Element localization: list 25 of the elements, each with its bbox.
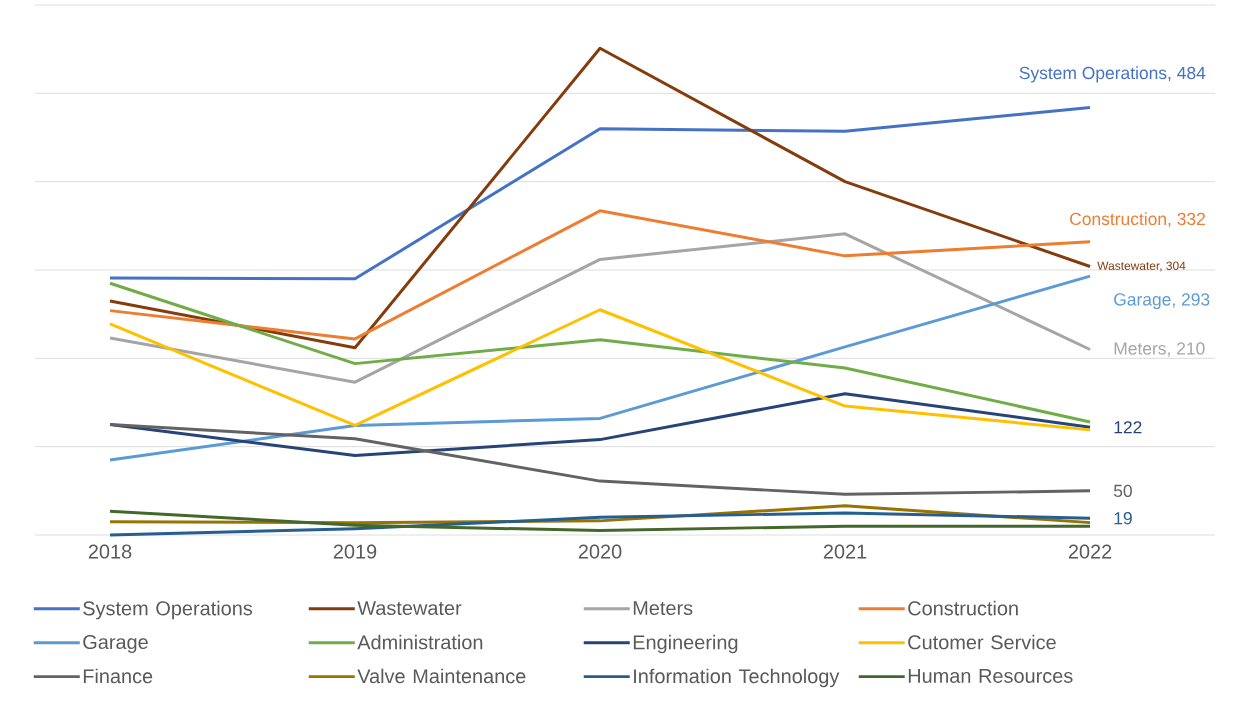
data-label: Construction, 332 xyxy=(1070,212,1205,228)
data-label: Wastewater, 304 xyxy=(1097,261,1186,272)
data-label: 122 xyxy=(1114,421,1142,434)
legend-label: Wastewater xyxy=(357,601,462,616)
data-label: System Operations, 484 xyxy=(1019,66,1206,83)
x-tick-label: 2020 xyxy=(578,544,622,559)
legend-label: Administration xyxy=(357,634,483,650)
data-label: Garage, 293 xyxy=(1114,293,1210,310)
data-label: 50 xyxy=(1113,484,1132,498)
x-tick-label: 2021 xyxy=(823,544,867,559)
legend-label: Cutomer Service xyxy=(908,634,1056,650)
legend-label: Engineering xyxy=(633,634,738,654)
x-tick-label: 2022 xyxy=(1068,544,1112,559)
x-tick-label: 2019 xyxy=(333,544,377,559)
legend-label: Information Technology xyxy=(634,668,840,688)
data-label: Meters, 210 xyxy=(1114,342,1205,357)
x-tick-label: 2018 xyxy=(88,544,132,559)
legend-label: Garage xyxy=(83,634,148,654)
legend-label: System Operations xyxy=(83,600,253,620)
data-label: 19 xyxy=(1114,512,1132,525)
legend-label: Construction xyxy=(908,600,1018,616)
legend-label: Valve Maintenance xyxy=(357,668,526,684)
legend-label: Human Resources xyxy=(908,669,1073,683)
legend-label: Finance xyxy=(83,668,153,684)
legend-label: Meters xyxy=(633,601,693,616)
